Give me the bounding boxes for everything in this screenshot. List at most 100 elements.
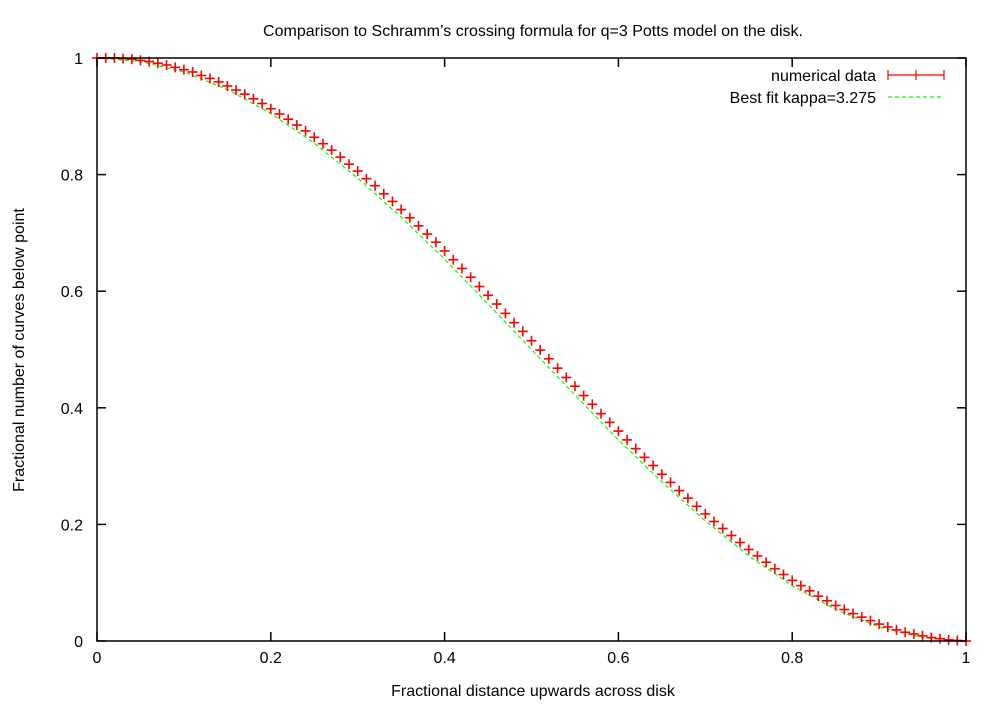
data-point: [257, 98, 268, 109]
data-point: [178, 64, 189, 75]
data-point: [344, 159, 355, 170]
data-point: [161, 59, 172, 70]
data-point: [674, 485, 685, 496]
data-point: [135, 55, 146, 66]
data-point: [517, 326, 528, 337]
data-point: [239, 89, 250, 100]
data-point: [848, 608, 859, 619]
data-point: [265, 103, 276, 114]
data-point: [700, 508, 711, 519]
data-point: [361, 173, 372, 184]
data-point: [448, 254, 459, 265]
data-point: [761, 557, 772, 568]
y-tick-label: 0.2: [61, 517, 83, 534]
data-point: [613, 426, 624, 437]
data-point: [691, 501, 702, 512]
data-point: [274, 108, 285, 119]
data-point: [569, 381, 580, 392]
y-axis-label: Fractional number of curves below point: [11, 208, 28, 492]
y-tick-label: 0.6: [61, 284, 83, 301]
data-point: [465, 272, 476, 283]
data-point: [839, 604, 850, 615]
data-point: [396, 204, 407, 215]
data-point: [491, 299, 502, 310]
legend-label-numerical-data: numerical data: [771, 68, 876, 85]
data-point: [317, 138, 328, 149]
data-point: [439, 245, 450, 256]
legend-swatch-numerical-data: [887, 70, 945, 80]
data-point: [743, 544, 754, 555]
data-point: [578, 390, 589, 401]
data-point: [587, 399, 598, 410]
data-point: [196, 70, 207, 81]
data-point: [413, 220, 424, 231]
data-point: [726, 530, 737, 541]
data-point: [795, 580, 806, 591]
data-point: [934, 633, 945, 644]
data-point: [509, 317, 520, 328]
data-point: [752, 550, 763, 561]
fit-line: [96, 57, 967, 642]
ticks: 0 0.2 0.4 0.6 0.8 1 0 0.2 0.4 0.6 0.8 1: [61, 51, 971, 667]
data-point: [596, 408, 607, 419]
data-point: [830, 600, 841, 611]
x-tick-label: 0.6: [607, 650, 629, 667]
data-point: [500, 308, 511, 319]
data-point: [248, 93, 259, 104]
data-point: [882, 622, 893, 633]
data-point: [378, 188, 389, 199]
data-point: [622, 434, 633, 445]
data-point: [483, 290, 494, 301]
data-point: [170, 62, 181, 73]
data-point: [430, 237, 441, 248]
data-point: [874, 619, 885, 630]
y-tick-label: 1: [74, 51, 83, 68]
x-tick-label: 0: [93, 650, 102, 667]
plot-frame: [96, 57, 967, 642]
data-point: [735, 537, 746, 548]
data-point: [152, 58, 163, 69]
y-tick-label: 0.4: [61, 401, 83, 418]
data-point: [639, 452, 650, 463]
data-point: [561, 372, 572, 383]
data-point: [222, 80, 233, 91]
data-point: [126, 54, 137, 65]
data-point: [370, 180, 381, 191]
data-point: [335, 152, 346, 163]
data-point: [474, 281, 485, 292]
data-point: [908, 629, 919, 640]
data-point: [552, 363, 563, 374]
data-point: [535, 345, 546, 356]
y-tick-label: 0.8: [61, 168, 83, 185]
data-point: [283, 114, 294, 125]
data-point: [231, 85, 242, 96]
data-point: [352, 166, 363, 177]
data-point: [865, 615, 876, 626]
data-point: [917, 630, 928, 641]
data-point: [326, 145, 337, 156]
data-point: [804, 585, 815, 596]
data-point: [900, 627, 911, 638]
data-point: [526, 335, 537, 346]
x-tick-label: 0.2: [260, 650, 282, 667]
data-point: [856, 612, 867, 623]
data-point: [300, 125, 311, 136]
data-point: [708, 516, 719, 527]
data-series: [92, 53, 971, 646]
data-point: [309, 132, 320, 143]
data-point: [422, 229, 433, 240]
data-point: [604, 417, 615, 428]
data-point: [821, 595, 832, 606]
x-tick-label: 0.8: [781, 650, 803, 667]
data-point: [543, 353, 554, 364]
chart-title: Comparison to Schramm’s crossing formula…: [263, 23, 803, 40]
data-point: [665, 477, 676, 488]
data-point: [943, 634, 954, 645]
data-point: [787, 575, 798, 586]
data-point: [187, 66, 198, 77]
legend: numerical data Best fit kappa=3.275: [730, 68, 945, 107]
data-point: [648, 460, 659, 471]
data-point: [204, 73, 215, 84]
data-point: [891, 624, 902, 635]
